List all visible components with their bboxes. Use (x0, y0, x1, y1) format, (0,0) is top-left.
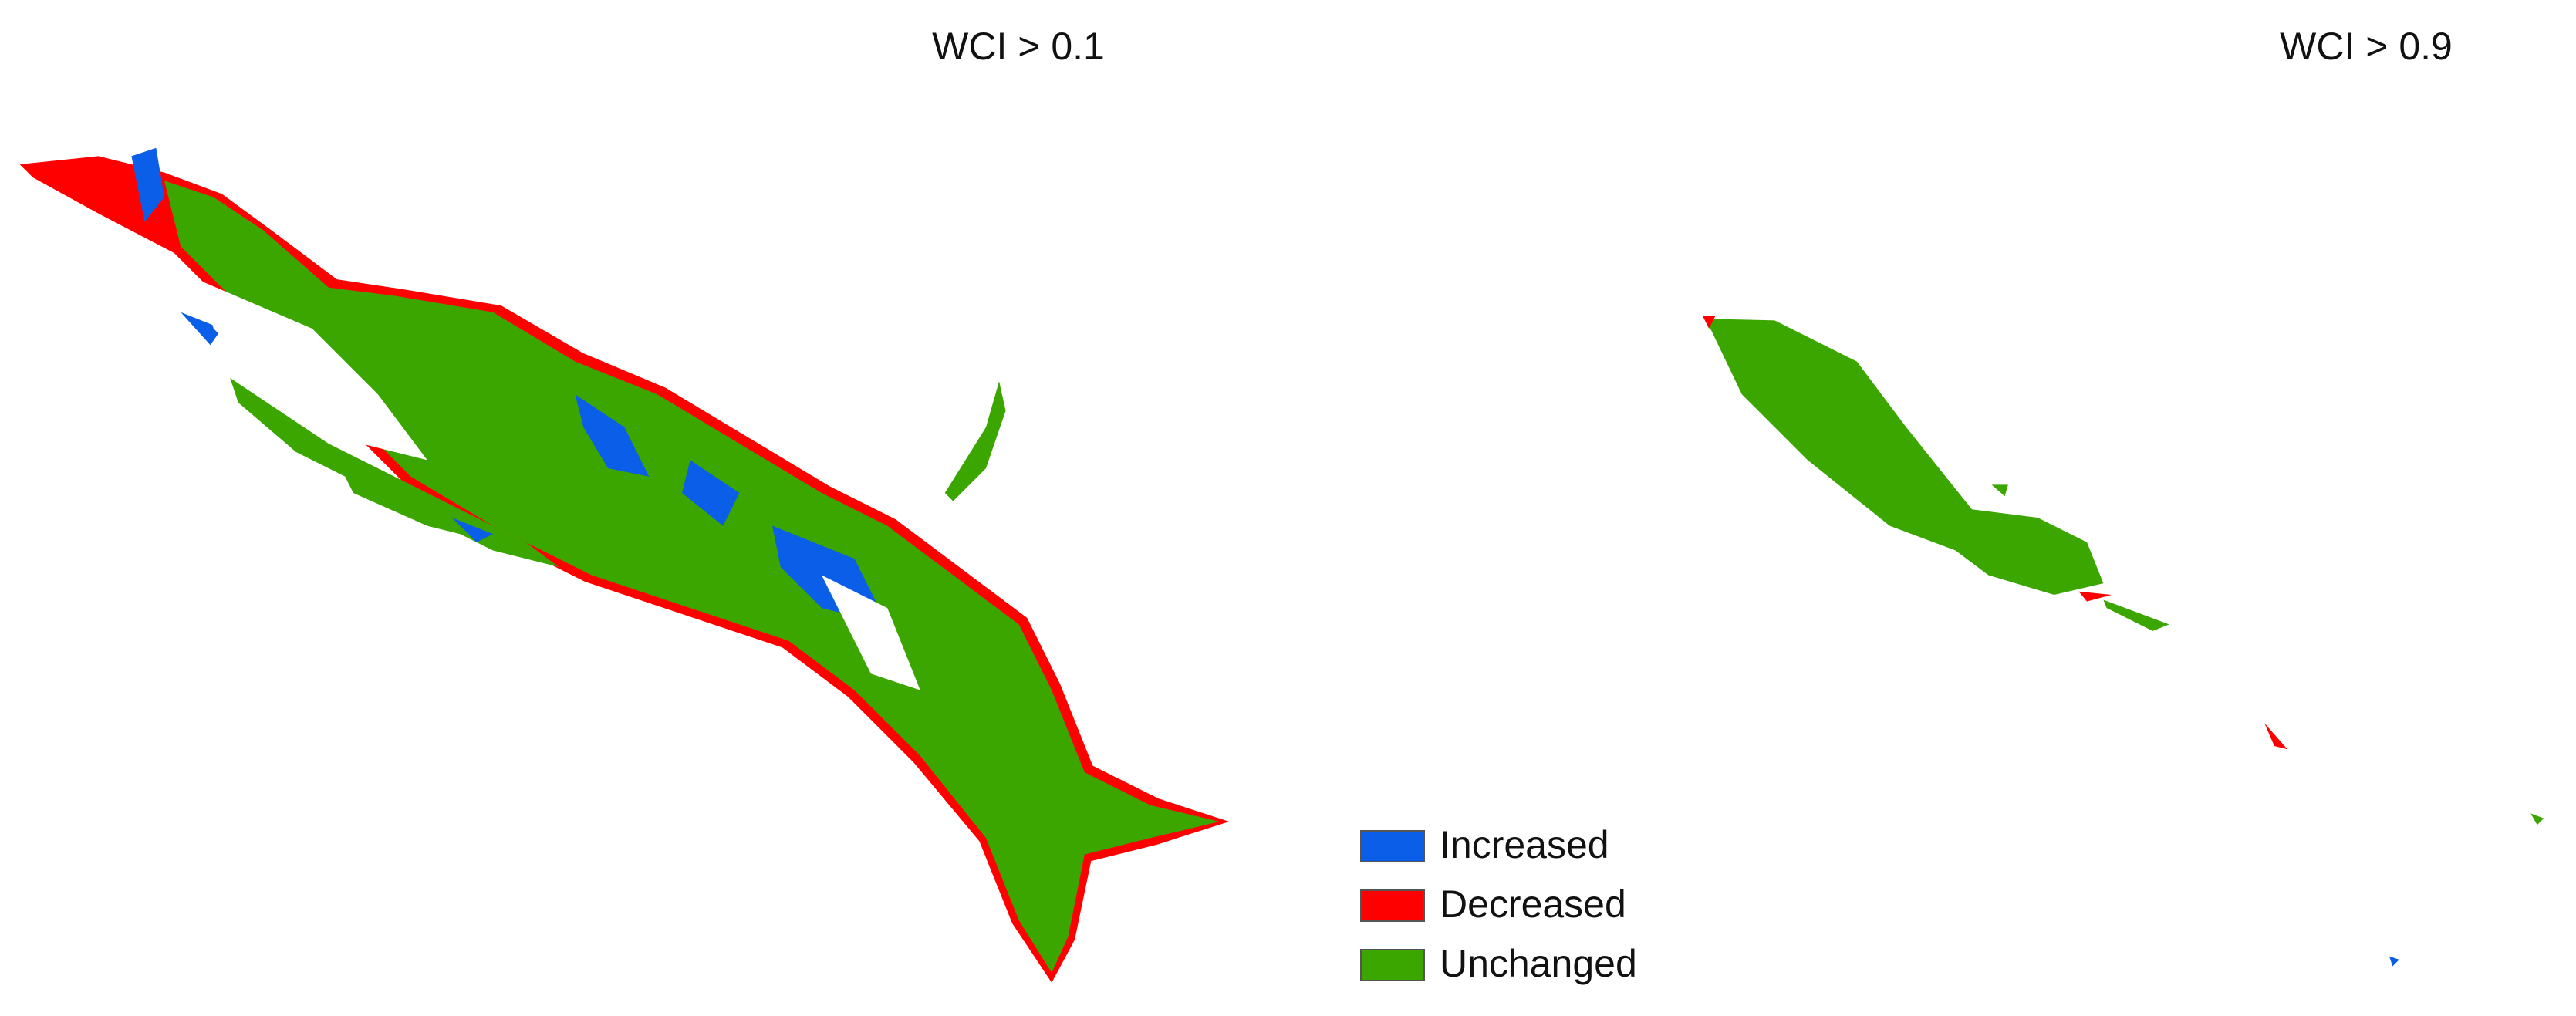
panel-title: WCI > 0.9 (2280, 25, 2453, 68)
legend-label: Increased (1440, 823, 1609, 866)
legend-label: Unchanged (1440, 942, 1637, 985)
region-increased (2389, 956, 2399, 967)
map-right (1702, 315, 2544, 967)
legend: Increased Decreased Unchanged (1360, 823, 1637, 985)
legend-swatch (1360, 949, 1425, 981)
legend-swatch (1360, 830, 1425, 862)
region-unchanged (230, 377, 1006, 567)
region-white (197, 279, 920, 690)
region-increased (131, 147, 888, 625)
legend-swatch (1360, 889, 1425, 922)
legend-label: Decreased (1440, 883, 1626, 926)
map-left (19, 147, 1230, 983)
region-unchanged (164, 181, 1220, 973)
region-unchanged (1705, 319, 2544, 825)
panel-title: WCI > 0.1 (932, 25, 1105, 68)
